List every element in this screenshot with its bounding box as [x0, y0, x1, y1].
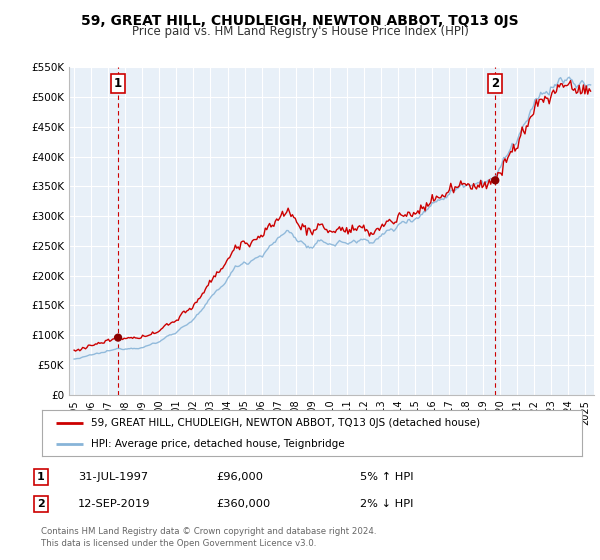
Text: 12-SEP-2019: 12-SEP-2019: [78, 499, 151, 509]
Text: 2: 2: [37, 499, 44, 509]
Text: Price paid vs. HM Land Registry's House Price Index (HPI): Price paid vs. HM Land Registry's House …: [131, 25, 469, 38]
Text: 2: 2: [491, 77, 499, 90]
Text: £96,000: £96,000: [216, 472, 263, 482]
Point: [491, 176, 500, 185]
Text: 1: 1: [114, 77, 122, 90]
Text: 1: 1: [37, 472, 44, 482]
Point: [113, 333, 123, 342]
Text: 31-JUL-1997: 31-JUL-1997: [78, 472, 148, 482]
Text: 59, GREAT HILL, CHUDLEIGH, NEWTON ABBOT, TQ13 0JS (detached house): 59, GREAT HILL, CHUDLEIGH, NEWTON ABBOT,…: [91, 418, 480, 428]
Text: HPI: Average price, detached house, Teignbridge: HPI: Average price, detached house, Teig…: [91, 439, 344, 449]
Text: 5% ↑ HPI: 5% ↑ HPI: [360, 472, 413, 482]
Text: 59, GREAT HILL, CHUDLEIGH, NEWTON ABBOT, TQ13 0JS: 59, GREAT HILL, CHUDLEIGH, NEWTON ABBOT,…: [81, 14, 519, 28]
Text: £360,000: £360,000: [216, 499, 270, 509]
Text: Contains HM Land Registry data © Crown copyright and database right 2024.
This d: Contains HM Land Registry data © Crown c…: [41, 527, 376, 548]
Text: 2% ↓ HPI: 2% ↓ HPI: [360, 499, 413, 509]
